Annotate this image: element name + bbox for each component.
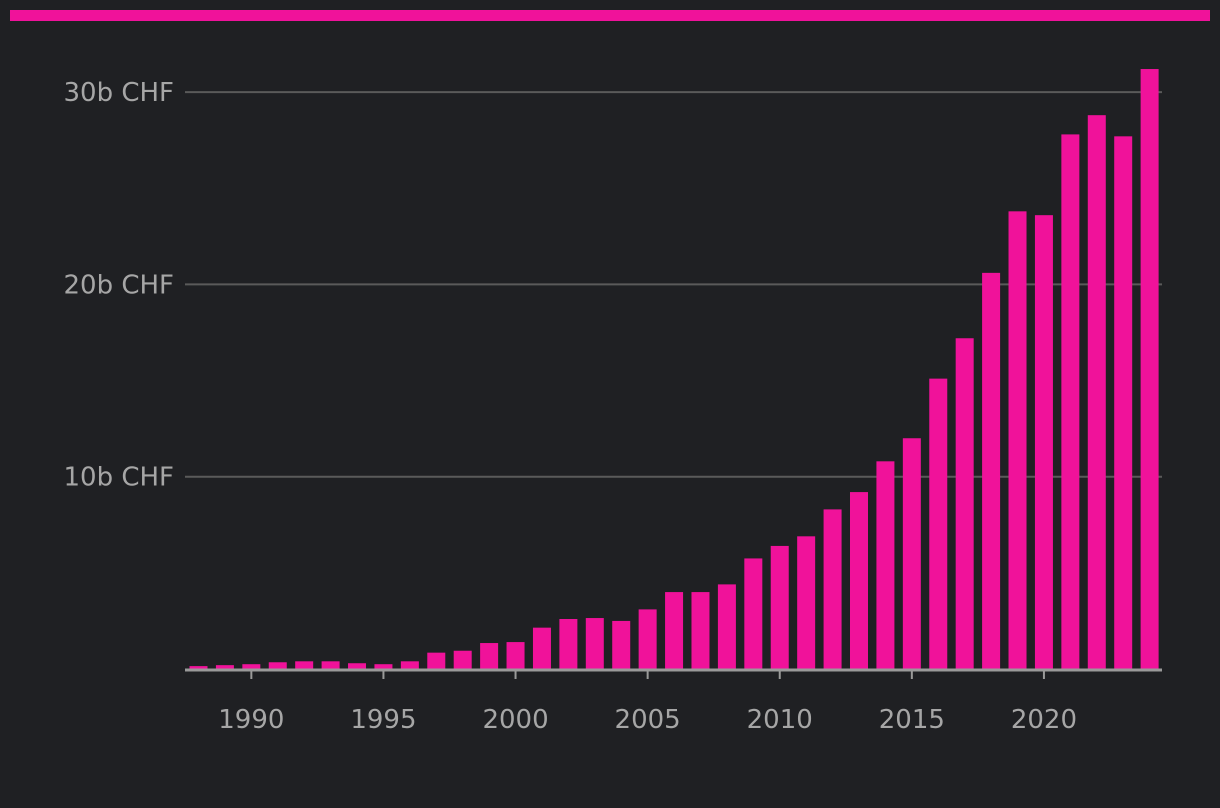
bar-2002 <box>559 619 578 669</box>
x-tick-label-2005: 2005 <box>615 705 681 735</box>
y-tick-label-30: 30b CHF <box>63 78 174 108</box>
bars <box>189 69 1159 670</box>
bar-2014 <box>876 461 895 669</box>
bar-1996 <box>400 661 419 669</box>
bar-1989 <box>215 665 234 669</box>
bar-2017 <box>955 338 974 669</box>
bar-2015 <box>902 438 921 669</box>
bar-1997 <box>427 652 446 669</box>
bar-2005 <box>638 609 657 669</box>
bar-1995 <box>374 664 393 669</box>
x-tick-label-2010: 2010 <box>747 705 813 735</box>
bar-2009 <box>744 558 763 669</box>
bar-2003 <box>585 618 604 669</box>
x-axis <box>185 668 1162 679</box>
x-tick-label-2015: 2015 <box>879 705 945 735</box>
bar-1999 <box>480 643 499 669</box>
accent-top-bar <box>10 10 1210 21</box>
bar-2019 <box>1008 211 1027 670</box>
x-tick-label-2000: 2000 <box>482 705 548 735</box>
y-tick-label-20: 20b CHF <box>63 270 174 300</box>
y-tick-label-10: 10b CHF <box>63 463 174 493</box>
x-axis-labels: 1990 1995 2000 2005 2010 2015 2020 <box>218 705 1077 735</box>
bar-2006 <box>665 592 684 669</box>
x-tick-label-1990: 1990 <box>218 705 284 735</box>
bar-1993 <box>321 661 340 669</box>
bar-2011 <box>797 536 816 669</box>
bar-2021 <box>1061 134 1080 669</box>
bar-1994 <box>348 663 367 669</box>
bar-2008 <box>717 584 736 669</box>
bar-1998 <box>453 650 472 669</box>
bar-2012 <box>823 509 842 669</box>
bar-2007 <box>691 592 710 669</box>
bar-2023 <box>1114 136 1133 670</box>
x-tick-label-2020: 2020 <box>1011 705 1077 735</box>
bar-2010 <box>770 545 789 669</box>
bar-1991 <box>268 662 287 669</box>
bar-2000 <box>506 642 525 669</box>
bar-2022 <box>1087 115 1106 669</box>
y-axis-labels: 10b CHF 20b CHF 30b CHF <box>63 78 174 493</box>
bar-2018 <box>982 272 1001 669</box>
bar-2004 <box>612 620 631 669</box>
bar-1990 <box>242 664 261 669</box>
bar-2020 <box>1034 215 1053 669</box>
bar-1988 <box>189 666 208 669</box>
x-tick-label-1995: 1995 <box>350 705 416 735</box>
bar-2013 <box>850 492 868 669</box>
bar-2001 <box>532 627 551 669</box>
bar-1992 <box>295 661 314 669</box>
bar-2024 <box>1140 69 1159 670</box>
bar-2016 <box>929 378 948 669</box>
